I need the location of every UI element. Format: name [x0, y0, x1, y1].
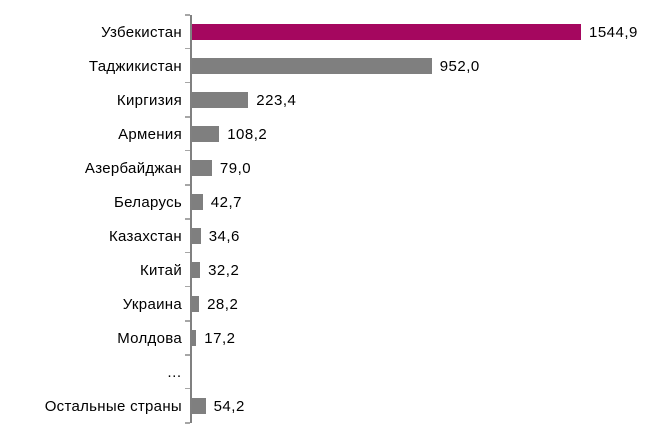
category-label: Беларусь: [113, 193, 182, 211]
axis-tick: [185, 251, 190, 254]
bar: [192, 194, 203, 210]
bar-plot-area: 17,2: [190, 330, 655, 347]
category-label: Молдова: [117, 329, 182, 347]
value-label: 79,0: [219, 159, 252, 177]
axis-tick: [185, 320, 190, 322]
category-axis-ticks: [185, 14, 190, 424]
chart-row: Украина 28,2: [0, 287, 655, 321]
axis-tick: [185, 149, 190, 152]
bar: [192, 262, 201, 278]
bar: [192, 126, 220, 142]
bar: [192, 160, 212, 176]
category-label: Таджикистан: [88, 57, 182, 75]
bar-plot-area: 28,2: [190, 296, 655, 313]
chart-row: Азербайджан 79,0: [0, 151, 655, 185]
bar-plot-area: 108,2: [190, 126, 655, 143]
value-label: 1544,9: [589, 23, 638, 41]
axis-tick: [185, 116, 190, 118]
category-axis-line: [190, 15, 192, 423]
value-label: 54,2: [213, 397, 245, 415]
category-label: Казахстан: [109, 227, 182, 245]
chart-rows: Узбекистан 1544,9 Таджикистан 952,0 Кирг…: [0, 15, 655, 423]
bar: [192, 330, 197, 346]
value-label: 42,7: [210, 193, 242, 211]
axis-tick: [185, 47, 190, 50]
bar: [192, 398, 206, 414]
axis-tick: [185, 218, 190, 220]
axis-tick: [185, 81, 190, 84]
value-label: 952,0: [439, 57, 480, 75]
value-label: 108,2: [227, 125, 268, 143]
category-label: Армения: [118, 125, 182, 143]
axis-tick: [185, 422, 190, 424]
chart-row: Беларусь 42,7: [0, 185, 655, 219]
category-label: …: [166, 363, 182, 381]
chart-row: Китай 32,2: [0, 253, 655, 287]
axis-tick: [185, 184, 190, 186]
value-label: 17,2: [204, 329, 236, 347]
axis-tick: [185, 14, 190, 16]
category-label: Узбекистан: [101, 23, 182, 41]
chart-row: Таджикистан 952,0: [0, 49, 655, 83]
bar: [192, 92, 249, 108]
bar-plot-area: 32,2: [190, 262, 655, 279]
bar: [192, 228, 201, 244]
chart-row: Киргизия 223,4: [0, 83, 655, 117]
bar-plot-area: 34,6: [190, 228, 655, 245]
axis-tick: [185, 354, 190, 356]
chart-row: Молдова 17,2: [0, 321, 655, 355]
axis-tick: [185, 387, 190, 390]
bar: [192, 296, 200, 312]
bar-plot-area: 42,7: [190, 194, 655, 211]
value-label: 28,2: [207, 295, 239, 313]
chart-row: Армения 108,2: [0, 117, 655, 151]
value-label: 32,2: [208, 261, 240, 279]
bar-plot-area: 223,4: [190, 92, 655, 109]
value-label: 34,6: [208, 227, 240, 245]
category-label: Китай: [139, 261, 182, 279]
category-label: Украина: [122, 295, 182, 313]
bar-plot-area: 1544,9: [190, 24, 655, 41]
chart-row: Узбекистан 1544,9: [0, 15, 655, 49]
axis-tick: [185, 285, 190, 288]
chart-row: Казахстан 34,6: [0, 219, 655, 253]
chart-row: Остальные страны 54,2: [0, 389, 655, 423]
bar-plot-area: 54,2: [190, 398, 655, 415]
bar-plot-area: 79,0: [190, 160, 655, 177]
bar: [192, 24, 581, 40]
category-label: Азербайджан: [84, 159, 182, 177]
bar: [192, 58, 432, 74]
category-label: Остальные страны: [44, 397, 182, 415]
value-label: 223,4: [256, 91, 297, 109]
bar-plot-area: 952,0: [190, 58, 655, 75]
chart-row: …: [0, 355, 655, 389]
category-label: Киргизия: [116, 91, 182, 109]
